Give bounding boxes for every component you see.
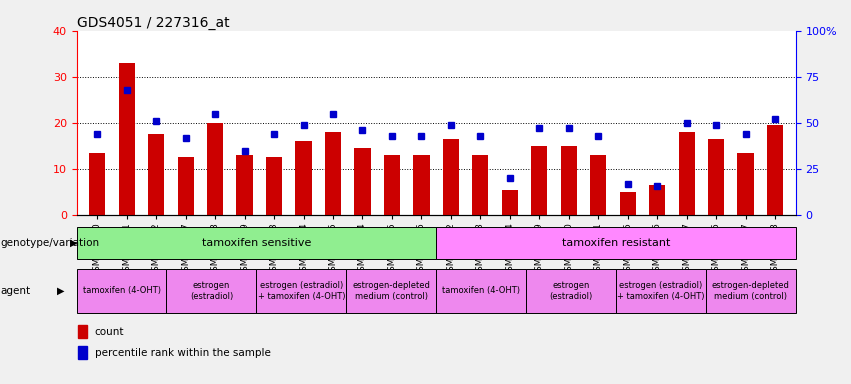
Text: estrogen-depleted
medium (control): estrogen-depleted medium (control)	[352, 281, 430, 301]
Bar	[78, 325, 88, 338]
Bar	[295, 141, 311, 215]
Text: percentile rank within the sample: percentile rank within the sample	[94, 348, 271, 358]
Bar	[178, 157, 194, 215]
Text: count: count	[94, 327, 124, 337]
Bar	[708, 139, 724, 215]
Bar	[526, 269, 616, 313]
Bar	[354, 148, 370, 215]
Bar	[678, 132, 694, 215]
Bar	[561, 146, 577, 215]
Bar	[78, 346, 88, 359]
Bar	[531, 146, 547, 215]
Text: tamoxifen (4-OHT): tamoxifen (4-OHT)	[442, 286, 520, 295]
Bar	[590, 155, 606, 215]
Text: agent: agent	[1, 286, 31, 296]
Bar	[502, 190, 518, 215]
Bar	[437, 227, 796, 259]
Text: GDS4051 / 227316_at: GDS4051 / 227316_at	[77, 16, 229, 30]
Bar	[266, 157, 283, 215]
Bar	[118, 63, 134, 215]
Bar	[616, 269, 705, 313]
Bar	[443, 139, 459, 215]
Text: tamoxifen sensitive: tamoxifen sensitive	[202, 238, 311, 248]
Text: tamoxifen resistant: tamoxifen resistant	[562, 238, 670, 248]
Bar	[738, 153, 754, 215]
Bar	[256, 269, 346, 313]
Text: estrogen
(estradiol): estrogen (estradiol)	[190, 281, 233, 301]
Bar	[767, 125, 783, 215]
Bar	[649, 185, 665, 215]
Bar	[207, 123, 223, 215]
Bar	[384, 155, 400, 215]
Text: estrogen (estradiol)
+ tamoxifen (4-OHT): estrogen (estradiol) + tamoxifen (4-OHT)	[258, 281, 345, 301]
Bar	[705, 269, 796, 313]
Text: estrogen (estradiol)
+ tamoxifen (4-OHT): estrogen (estradiol) + tamoxifen (4-OHT)	[617, 281, 705, 301]
Bar	[77, 269, 167, 313]
Bar	[346, 269, 437, 313]
Text: ▶: ▶	[57, 286, 65, 296]
Bar	[89, 153, 106, 215]
Bar	[77, 227, 437, 259]
Bar	[414, 155, 430, 215]
Bar	[237, 155, 253, 215]
Bar	[148, 134, 164, 215]
Text: ▶: ▶	[70, 238, 77, 248]
Text: tamoxifen (4-OHT): tamoxifen (4-OHT)	[83, 286, 161, 295]
Text: estrogen-depleted
medium (control): estrogen-depleted medium (control)	[711, 281, 790, 301]
Bar	[620, 192, 636, 215]
Bar	[325, 132, 341, 215]
Bar	[167, 269, 256, 313]
Text: genotype/variation: genotype/variation	[1, 238, 100, 248]
Bar	[437, 269, 526, 313]
Text: estrogen
(estradiol): estrogen (estradiol)	[550, 281, 592, 301]
Bar	[472, 155, 488, 215]
